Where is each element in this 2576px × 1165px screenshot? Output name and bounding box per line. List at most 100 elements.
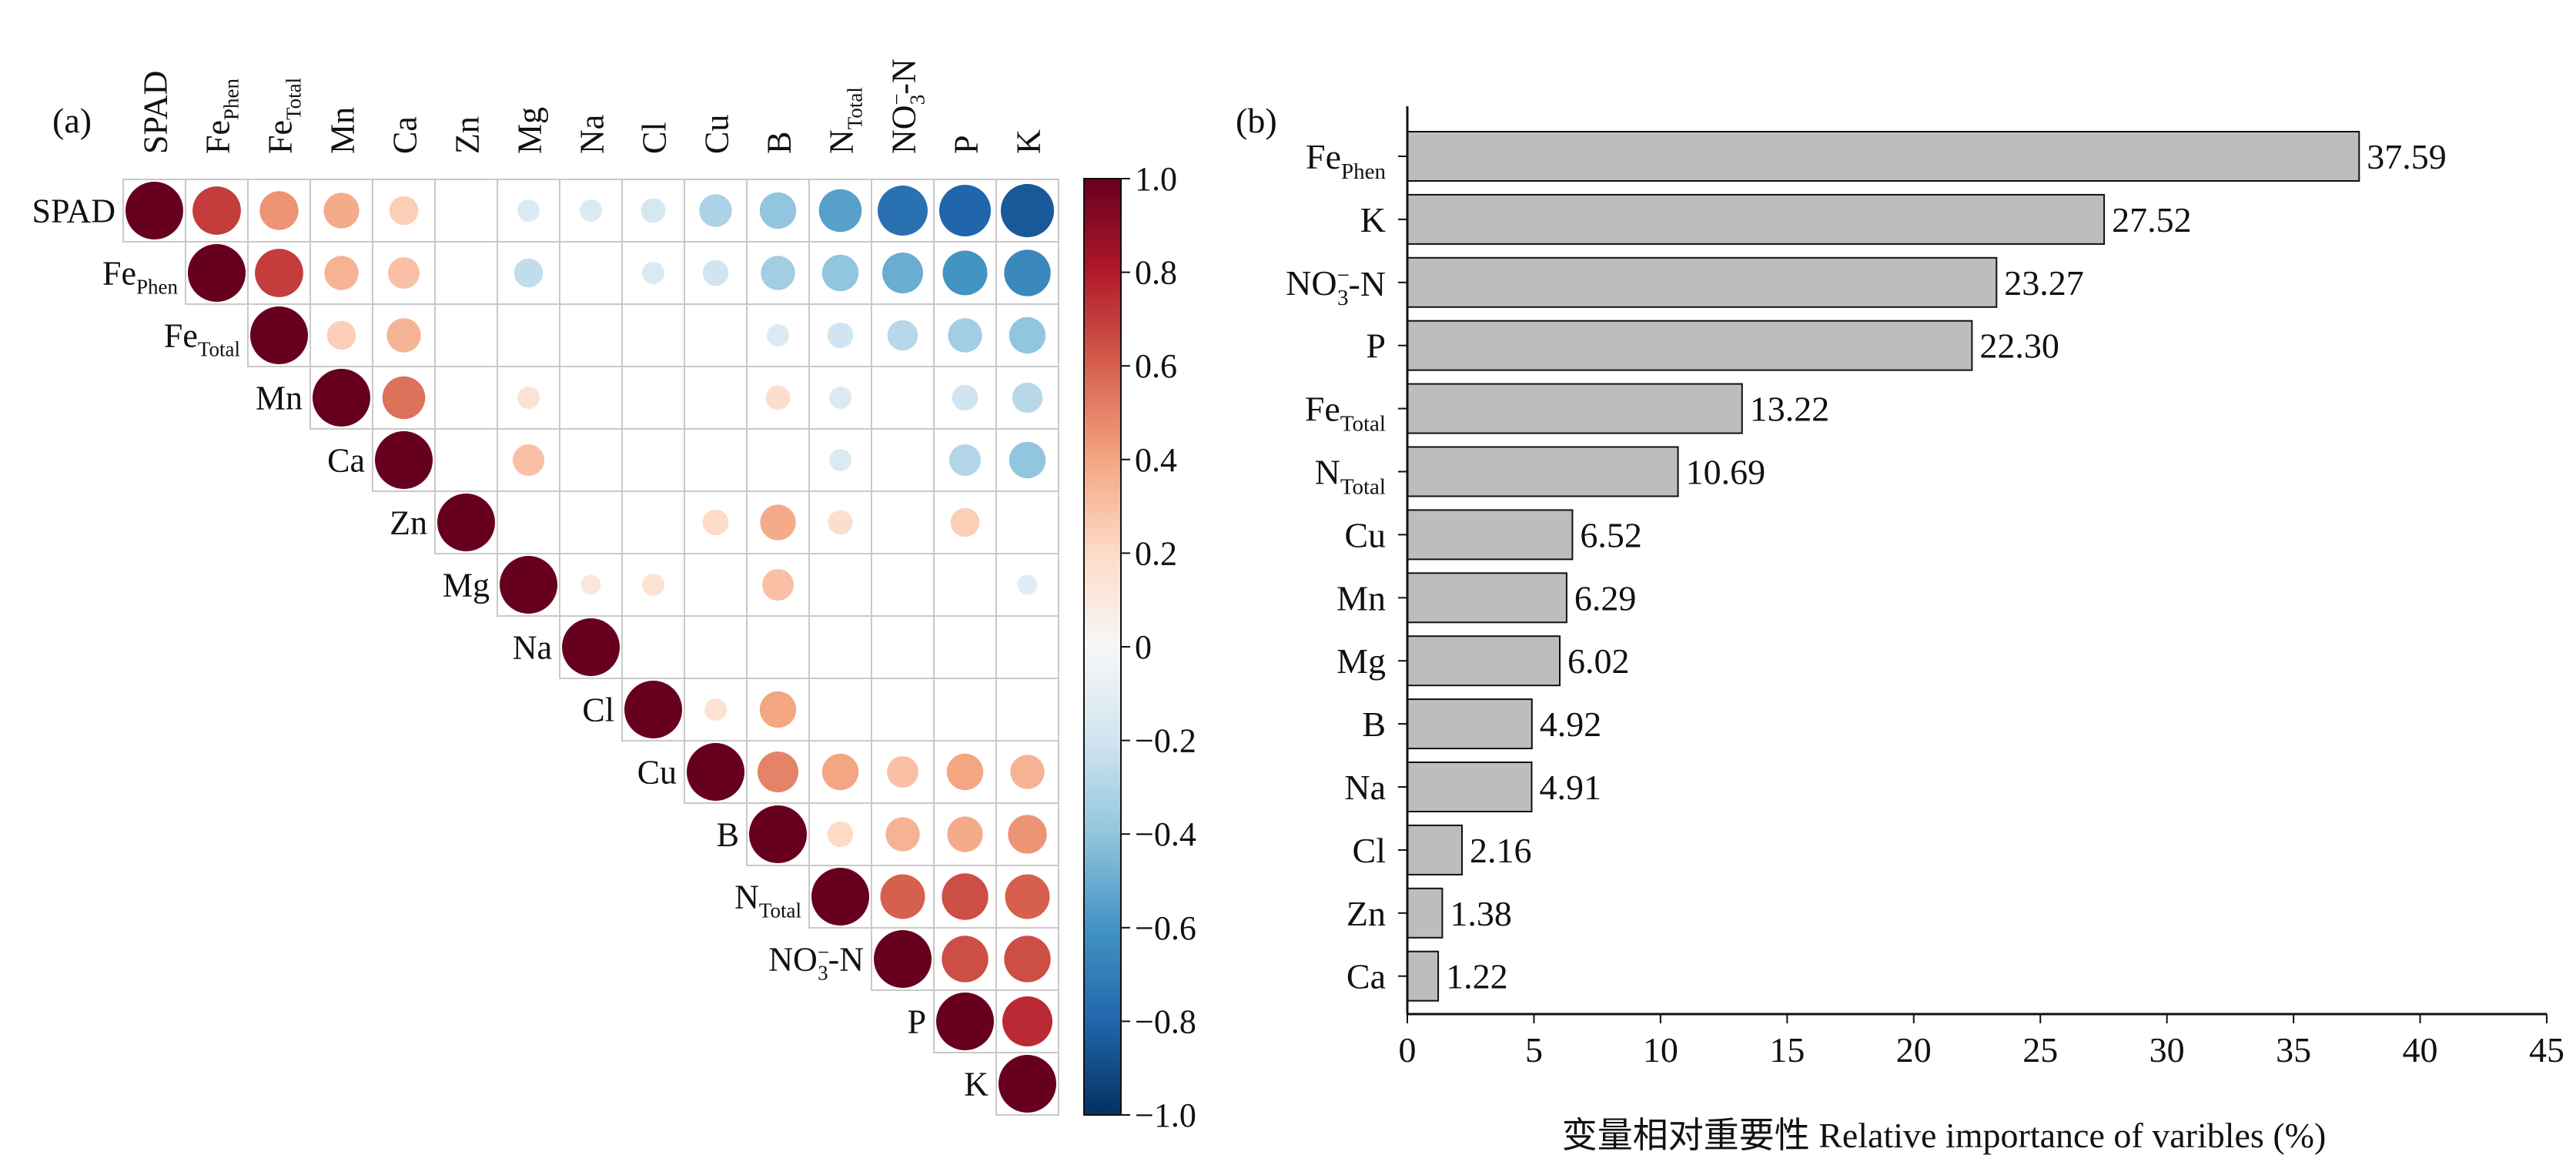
grid-cell (933, 615, 997, 679)
correlation-circle (388, 257, 420, 289)
grid-cell (684, 553, 748, 617)
category-label: Zn (1347, 894, 1386, 933)
grid-cell (559, 428, 623, 492)
grid-cell (808, 615, 872, 679)
row-label-base: SPAD (32, 192, 115, 230)
bar (1407, 509, 1574, 561)
grid-cell (559, 303, 623, 367)
correlation-circle (1000, 183, 1055, 238)
category-label-base: K (1360, 200, 1386, 239)
row-label: SPAD (32, 192, 115, 230)
category-label: NTotal (1315, 453, 1386, 500)
row-label: Cu (637, 754, 677, 792)
correlation-circle (250, 306, 308, 364)
row-label: K (964, 1066, 989, 1103)
colorbar-tick-label: −0.2 (1135, 722, 1196, 760)
value-label: 6.29 (1574, 578, 1636, 618)
row-label-base: Na (513, 629, 552, 667)
category-label-base: Zn (1347, 894, 1386, 933)
correlation-circle (949, 444, 981, 476)
row-label-sup: − (818, 941, 829, 964)
grid-cell (995, 615, 1059, 679)
value-label: 4.91 (1540, 768, 1602, 807)
row-label: NO− 3-N (768, 941, 864, 985)
row-label: B (717, 816, 739, 854)
colorbar-tick-label: 1.0 (1135, 160, 1177, 198)
value-label: 22.30 (1979, 326, 2059, 366)
category-label: P (1366, 326, 1386, 366)
value-label: 4.92 (1540, 705, 1602, 744)
category-label: Mg (1337, 641, 1386, 681)
column-label-base: Ca (386, 116, 424, 154)
column-label: FePhen (199, 79, 243, 155)
category-label: Cl (1353, 831, 1386, 870)
correlation-circle (699, 194, 732, 227)
row-label-base: Cu (637, 754, 677, 792)
correlation-circle (375, 431, 433, 489)
correlation-circle (323, 192, 360, 229)
grid-cell (871, 678, 935, 742)
colorbar-tick-label: 0.6 (1135, 347, 1177, 385)
column-label-base: Zn (449, 116, 487, 154)
value-label: 10.69 (1686, 453, 1766, 492)
bar (1407, 762, 1533, 812)
correlation-circle (821, 254, 859, 292)
category-label-base: Na (1344, 768, 1386, 807)
category-label: Cu (1344, 515, 1386, 554)
row-label: NTotal (734, 879, 801, 922)
grid-cell (871, 553, 935, 617)
bar (1407, 887, 1444, 939)
correlation-circle (324, 256, 359, 290)
column-label: SPAD (137, 71, 175, 154)
grid-cell (933, 678, 997, 742)
correlation-circle (642, 262, 664, 284)
colorbar-tick-label: −0.8 (1135, 1003, 1196, 1040)
value-labels: 37.59 27.52 23.27 22.30 13.22 10.69 6.52 6.29 6.… (1446, 137, 2447, 996)
correlation-circles (125, 182, 1056, 1113)
correlation-circle (758, 752, 798, 792)
column-label-base: Fe (199, 120, 237, 154)
row-label-sub: 3 (818, 962, 828, 985)
category-label-sub: Total (1340, 475, 1386, 500)
correlation-circle (702, 509, 729, 536)
column-label-base: SPAD (137, 71, 175, 154)
correlation-circle (687, 743, 744, 801)
value-label: 23.27 (2004, 263, 2084, 303)
grid-cell (871, 428, 935, 492)
grid-cell (497, 303, 560, 367)
row-label: Mg (443, 567, 490, 604)
category-label-base: NO (1286, 263, 1337, 303)
correlation-circle (1009, 441, 1046, 479)
row-label: FeTotal (164, 317, 240, 361)
correlation-circle (828, 510, 853, 535)
correlation-circle (1009, 316, 1046, 354)
row-label-base: K (964, 1066, 989, 1103)
row-label-base: Fe (102, 255, 136, 293)
grid-cell (684, 303, 748, 367)
correlation-circle (1005, 874, 1050, 919)
grid-cell (995, 490, 1059, 554)
correlation-circle (759, 192, 797, 229)
correlation-circle (765, 385, 791, 410)
correlation-circle (641, 198, 666, 223)
value-label: 1.22 (1446, 957, 1508, 996)
column-label: NTotal (823, 87, 867, 154)
correlation-circle (1010, 755, 1045, 789)
bar (1407, 824, 1463, 875)
row-label: FePhen (102, 255, 179, 299)
x-tick-label: 25 (2022, 1030, 2058, 1070)
panel-b-label: (b) (1236, 101, 1277, 140)
row-label-base: Zn (390, 504, 427, 542)
column-label-base: N (823, 129, 861, 154)
colorbar-tick-label: 0.2 (1135, 534, 1177, 572)
correlation-circle (878, 186, 928, 236)
bar (1407, 383, 1743, 434)
correlation-circle (517, 387, 540, 409)
bar (1407, 256, 1998, 308)
grid-cell (434, 179, 498, 243)
x-axis-label: 变量相对重要性 Relative importance of varibles … (1562, 1116, 2327, 1155)
bar (1407, 950, 1440, 1002)
